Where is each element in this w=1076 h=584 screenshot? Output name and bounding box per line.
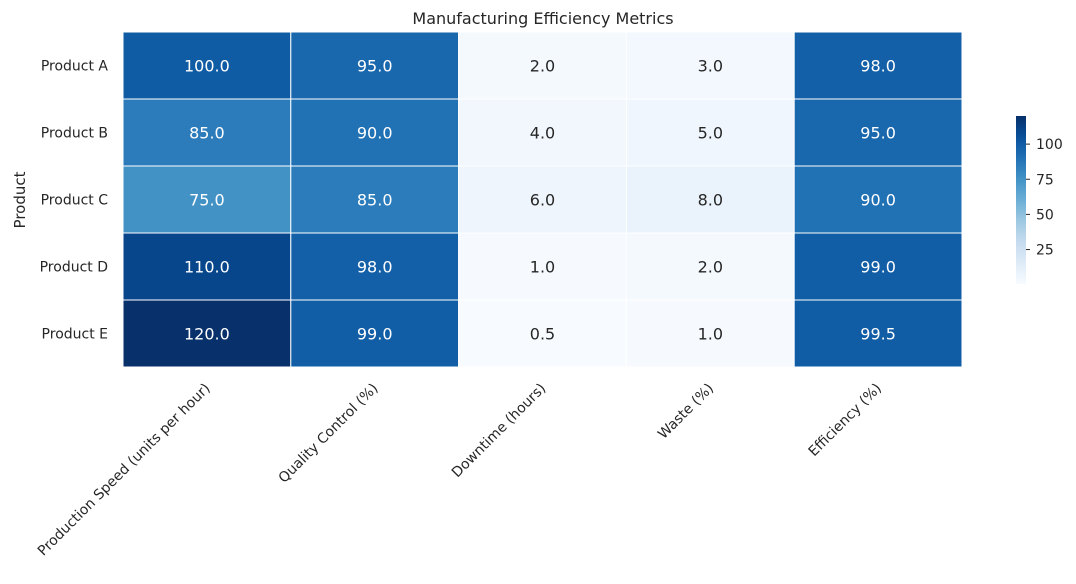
cell-value-label: 2.0 (530, 57, 555, 76)
heatmap-cell (793, 98, 963, 167)
cell-value-label: 98.0 (860, 57, 896, 76)
heatmap-cell (122, 31, 292, 100)
colorbar: 25 50 75 100 (1016, 116, 1063, 284)
chart-title: Manufacturing Efficiency Metrics (412, 9, 673, 28)
heatmap-cell (625, 165, 795, 234)
row-label: Product B (41, 126, 108, 142)
heatmap-cell (122, 299, 292, 368)
cell-value-label: 85.0 (357, 191, 393, 210)
heatmap-cell (458, 299, 627, 368)
cell-value-label: 4.0 (530, 124, 555, 143)
row-label: Product C (41, 193, 109, 209)
cell-value-label: 85.0 (189, 124, 225, 143)
column-labels: Production Speed (units per hour) Quality… (35, 381, 885, 560)
cell-value-label: 3.0 (698, 57, 723, 76)
heatmap-cell (793, 232, 963, 301)
colorbar-tick-label: 100 (1036, 137, 1063, 153)
row-label: Product D (40, 260, 108, 276)
cell-value-label: 2.0 (698, 258, 723, 277)
heatmap-cell (290, 299, 460, 368)
cell-value-label: 6.0 (530, 191, 555, 210)
cell-value-label: 1.0 (530, 258, 555, 277)
cell-value-label: 95.0 (860, 124, 896, 143)
heatmap-cell (122, 232, 292, 301)
cell-value-label: 5.0 (698, 124, 723, 143)
cell-value-label: 90.0 (860, 191, 896, 210)
heatmap-cell (625, 31, 795, 100)
colorbar-tick-label: 25 (1036, 243, 1054, 259)
colorbar-tick-label: 50 (1036, 207, 1054, 223)
cell-value-label: 1.0 (698, 325, 723, 344)
cell-value-label: 110.0 (184, 258, 230, 277)
cell-value-label: 75.0 (189, 191, 225, 210)
colorbar-gradient (1016, 116, 1026, 284)
heatmap-cell (290, 31, 460, 100)
cell-value-label: 98.0 (357, 258, 393, 277)
heatmap-cell (458, 232, 627, 301)
heatmap-cell (793, 299, 963, 368)
row-label: Product E (42, 327, 108, 343)
column-label: Efficiency (%) (806, 381, 885, 460)
cell-value-label: 120.0 (184, 325, 230, 344)
row-label: Product A (41, 59, 109, 75)
heatmap-cell (793, 31, 963, 100)
heatmap-cell (290, 165, 460, 234)
column-label: Waste (%) (655, 381, 717, 443)
heatmap-cell (290, 232, 460, 301)
heatmap-cell (458, 98, 627, 167)
cell-value-label: 8.0 (698, 191, 723, 210)
heatmap-cells: 100.0 95.0 2.0 3.0 98.0 85.0 90.0 4.0 5.0 95.0 75.… (122, 31, 963, 368)
column-label: Downtime (hours) (449, 381, 549, 481)
colorbar-tick-label: 75 (1036, 172, 1054, 188)
heatmap-cell (122, 98, 292, 167)
column-label: Quality Control (%) (276, 381, 382, 487)
heatmap-cell (625, 232, 795, 301)
cell-value-label: 99.0 (357, 325, 393, 344)
cell-value-label: 90.0 (357, 124, 393, 143)
heatmap-cell (793, 165, 963, 234)
cell-value-label: 95.0 (357, 57, 393, 76)
heatmap-cell (458, 165, 627, 234)
cell-value-label: 99.5 (860, 325, 896, 344)
cell-value-label: 99.0 (860, 258, 896, 277)
column-label: Production Speed (units per hour) (35, 381, 214, 560)
cell-value-label: 0.5 (530, 325, 555, 344)
heatmap-cell (458, 31, 627, 100)
y-axis-label: Product (11, 171, 29, 228)
row-labels: Product A Product B Product C Product D Prod… (40, 59, 109, 343)
cell-value-label: 100.0 (184, 57, 230, 76)
